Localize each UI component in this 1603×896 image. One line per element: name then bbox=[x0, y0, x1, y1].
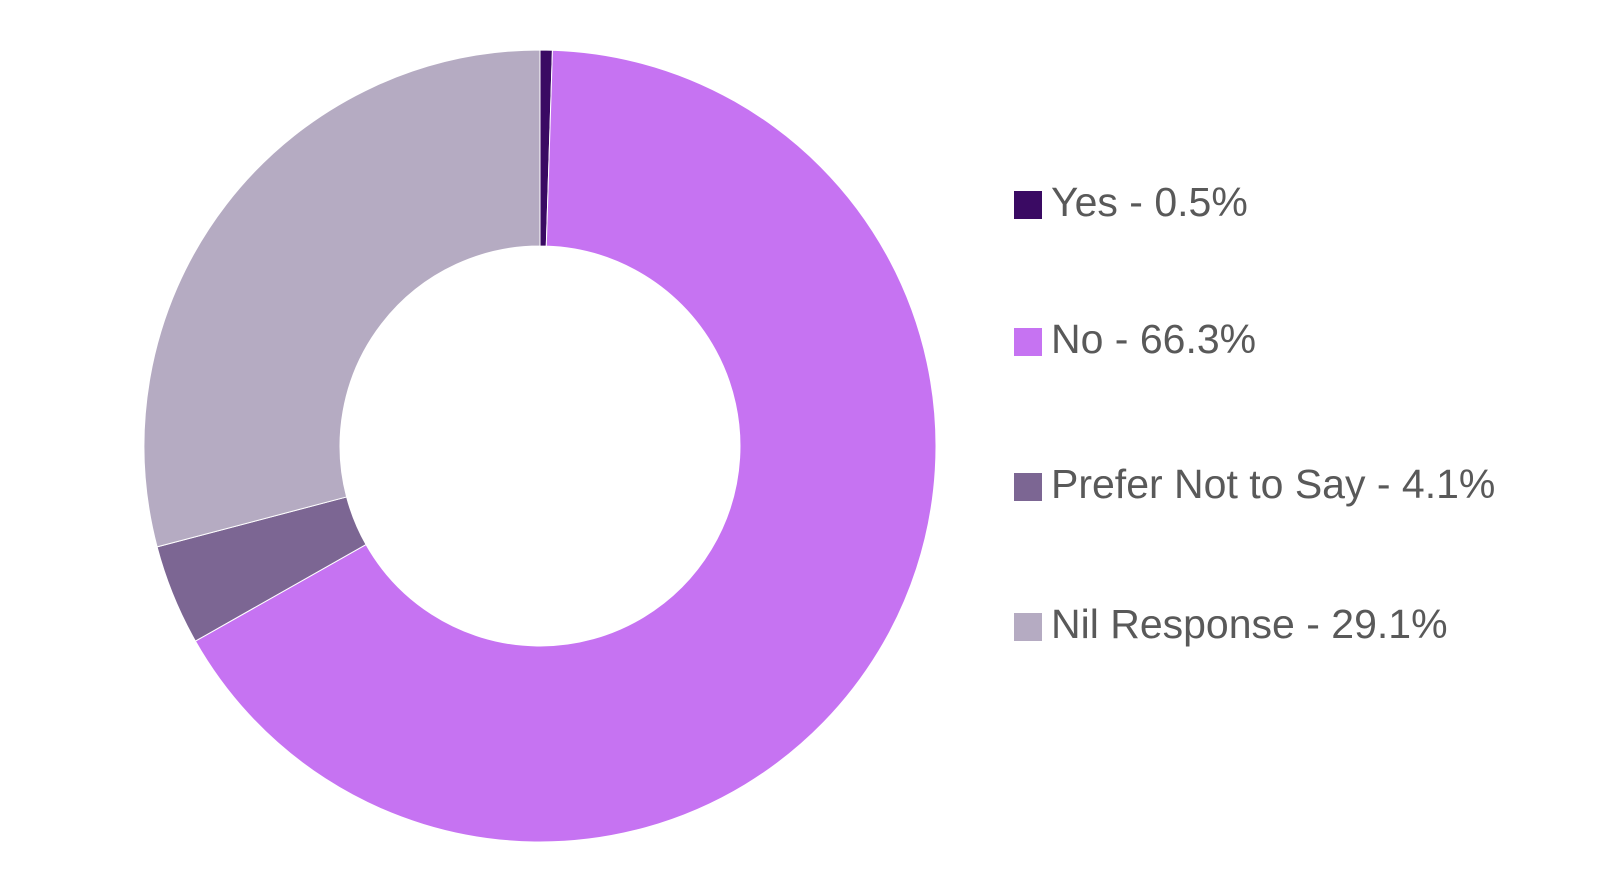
legend-swatch-icon bbox=[1014, 191, 1042, 219]
slice-no bbox=[194, 49, 937, 843]
legend-label: Prefer Not to Say - 4.1% bbox=[1051, 461, 1496, 507]
legend-swatch-icon bbox=[1014, 613, 1042, 641]
legend-swatch-icon bbox=[1014, 473, 1042, 501]
legend-item-nil-response: Nil Response - 29.1% bbox=[1014, 595, 1448, 654]
legend-label: Nil Response - 29.1% bbox=[1051, 601, 1448, 647]
legend-label: No - 66.3% bbox=[1051, 316, 1257, 362]
legend-item-no: No - 66.3% bbox=[1014, 310, 1256, 369]
legend-swatch-icon bbox=[1014, 328, 1042, 356]
legend-label: Yes - 0.5% bbox=[1051, 179, 1248, 225]
legend-item-prefer-not-to-say: Prefer Not to Say - 4.1% bbox=[1014, 455, 1495, 514]
legend-item-yes: Yes - 0.5% bbox=[1014, 173, 1248, 232]
slice-nil-response bbox=[143, 49, 541, 548]
